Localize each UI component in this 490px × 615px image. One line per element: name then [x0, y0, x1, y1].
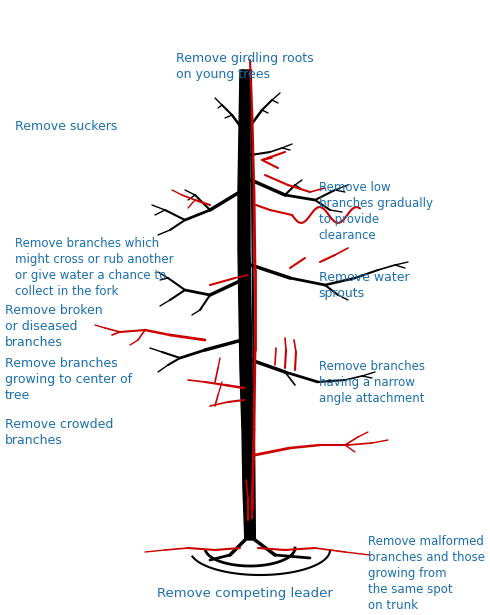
- Text: Remove branches
growing to center of
tree: Remove branches growing to center of tre…: [5, 357, 132, 402]
- Text: Remove branches
having a narrow
angle attachment: Remove branches having a narrow angle at…: [318, 360, 424, 405]
- Text: Remove low
branches gradually
to provide
clearance: Remove low branches gradually to provide…: [318, 181, 433, 242]
- Text: Remove malformed
branches and those
growing from
the same spot
on trunk: Remove malformed branches and those grow…: [368, 535, 485, 612]
- Text: Remove broken
or diseased
branches: Remove broken or diseased branches: [5, 304, 102, 349]
- Polygon shape: [238, 70, 255, 540]
- Text: Remove girdling roots
on young trees: Remove girdling roots on young trees: [176, 52, 314, 81]
- Text: Remove branches which
might cross or rub another
or give water a chance to
colle: Remove branches which might cross or rub…: [15, 237, 173, 298]
- Text: Remove suckers: Remove suckers: [15, 120, 117, 133]
- Text: Remove water
sprouts: Remove water sprouts: [318, 271, 409, 300]
- Text: Remove crowded
branches: Remove crowded branches: [5, 418, 113, 447]
- Text: Remove competing leader: Remove competing leader: [157, 587, 333, 600]
